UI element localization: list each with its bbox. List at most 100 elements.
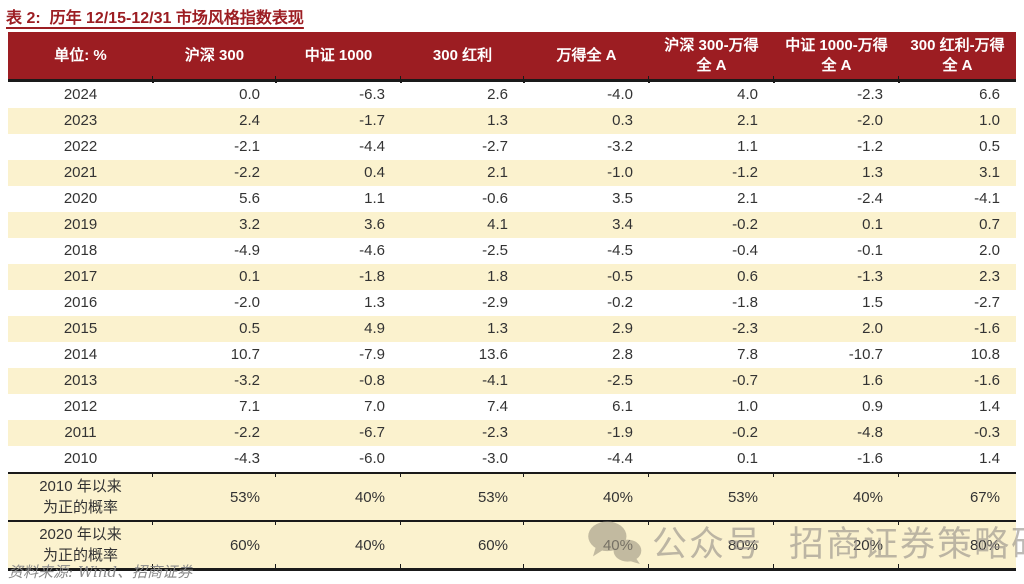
value-cell: -2.1	[234, 138, 260, 155]
summary-label-cell: 2020 年以来 为正的概率	[8, 520, 153, 571]
summary-value-cell: 40%	[276, 520, 401, 571]
value-cell: 13.6	[478, 346, 508, 363]
value-cell: -0.8	[276, 368, 401, 394]
row-year-cell: 2024	[63, 86, 98, 103]
value-cell: 1.1	[364, 190, 385, 207]
style-index-table: 单位: % 沪深 300 中证 1000 300 红利 万得全 A 沪深 300…	[8, 32, 1016, 571]
value-cell: 0.7	[899, 212, 1016, 238]
value-cell: -7.9	[359, 346, 385, 363]
value-cell: -6.7	[276, 420, 401, 446]
summary-value-cell: 60%	[401, 520, 524, 571]
value-cell: -4.5	[607, 242, 633, 259]
value-cell: -2.9	[482, 294, 508, 311]
table-row: 2016 -2.0 1.3 -2.9 -0.2 -1.8 1.5 -2.7	[8, 290, 1016, 316]
value-cell: -2.2	[153, 420, 276, 446]
value-cell: -2.0	[774, 108, 899, 134]
value-cell: 7.4	[487, 398, 508, 415]
table-row: 2023 2.4 -1.7 1.3 0.3 2.1 -2.0 1.0	[8, 108, 1016, 134]
row-year-cell: 2012	[63, 398, 98, 415]
value-cell: -4.1	[974, 190, 1000, 207]
value-cell: -4.3	[234, 450, 260, 467]
value-cell: 1.8	[401, 264, 524, 290]
value-cell: -4.4	[359, 138, 385, 155]
table-row: 2011 -2.2 -6.7 -2.3 -1.9 -0.2 -4.8 -0.3	[8, 420, 1016, 446]
header-unit-label: 单位: %	[8, 32, 154, 83]
header-col-zz1000-minus-windall: 中证 1000-万得全 A	[774, 32, 900, 83]
header-col-hs300: 沪深 300	[153, 32, 277, 83]
value-cell: 7.0	[364, 398, 385, 415]
table-row: 2013 -3.2 -0.8 -4.1 -2.5 -0.7 1.6 -1.6	[8, 368, 1016, 394]
value-cell: 0.0	[239, 86, 260, 103]
value-cell: -1.8	[276, 264, 401, 290]
row-year-cell: 2011	[8, 420, 153, 446]
value-cell: 3.6	[276, 212, 401, 238]
value-cell: 10.7	[230, 346, 260, 363]
value-cell: -3.0	[482, 450, 508, 467]
value-cell: 4.0	[737, 86, 758, 103]
source-note: 资料来源: Wind、招商证券	[8, 563, 193, 581]
summary-value-cell: 40%	[276, 472, 401, 521]
value-cell: 3.2	[153, 212, 276, 238]
value-cell: -10.7	[848, 346, 883, 363]
value-cell: -0.2	[649, 420, 774, 446]
summary-value-cell: 80%	[649, 520, 774, 571]
row-year-cell: 2013	[8, 368, 153, 394]
table-header: 单位: % 沪深 300 中证 1000 300 红利 万得全 A 沪深 300…	[8, 32, 1016, 83]
summary-row: 2010 年以来 为正的概率 53% 40% 53% 40% 53% 40% 67%	[8, 472, 1016, 521]
header-col-zz1000: 中证 1000	[276, 32, 402, 83]
value-cell: -4.4	[607, 450, 633, 467]
value-cell: -1.0	[524, 160, 649, 186]
value-cell: 1.0	[899, 108, 1016, 134]
value-cell: -2.5	[482, 242, 508, 259]
value-cell: 2.1	[737, 190, 758, 207]
value-cell: -1.9	[524, 420, 649, 446]
value-cell: -0.5	[524, 264, 649, 290]
value-cell: -0.6	[482, 190, 508, 207]
value-cell: -0.2	[649, 212, 774, 238]
value-cell: -0.2	[607, 294, 633, 311]
value-cell: 1.6	[774, 368, 899, 394]
value-cell: -4.1	[401, 368, 524, 394]
row-year-cell: 2018	[63, 242, 98, 259]
value-cell: 2.1	[649, 108, 774, 134]
summary-value-cell: 60%	[153, 520, 276, 571]
value-cell: -4.0	[607, 86, 633, 103]
value-cell: 5.6	[239, 190, 260, 207]
value-cell: 1.3	[401, 316, 524, 342]
row-year-cell: 2016	[63, 294, 98, 311]
value-cell: -1.6	[899, 368, 1016, 394]
value-cell: 0.5	[153, 316, 276, 342]
value-cell: 1.0	[737, 398, 758, 415]
value-cell: -2.3	[401, 420, 524, 446]
summary-label-cell: 2010 年以来 为正的概率	[8, 472, 153, 521]
header-col-300dividend: 300 红利	[401, 32, 525, 83]
summary-value-cell: 40%	[524, 472, 649, 521]
value-cell: 3.4	[524, 212, 649, 238]
summary-value-cell: 80%	[899, 520, 1016, 571]
summary-row: 2020 年以来 为正的概率 60% 40% 60% 40% 80% 20% 80%	[8, 520, 1016, 571]
table-body: 2024 0.0 -6.3 2.6 -4.0 4.0 -2.3 6.6 2023 2.4 -1.7 1…	[8, 81, 1016, 571]
summary-value-cell: 20%	[774, 520, 899, 571]
value-cell: 3.5	[612, 190, 633, 207]
value-cell: -1.7	[276, 108, 401, 134]
value-cell: 1.5	[862, 294, 883, 311]
row-year-cell: 2019	[8, 212, 153, 238]
value-cell: 0.9	[862, 398, 883, 415]
value-cell: 0.1	[737, 450, 758, 467]
row-year-cell: 2017	[8, 264, 153, 290]
value-cell: 10.8	[970, 346, 1000, 363]
value-cell: 6.6	[979, 86, 1000, 103]
table-row: 2022 -2.1 -4.4 -2.7 -3.2 1.1 -1.2 0.5	[8, 134, 1016, 160]
value-cell: 1.4	[979, 398, 1000, 415]
value-cell: 3.1	[899, 160, 1016, 186]
value-cell: -2.7	[974, 294, 1000, 311]
value-cell: 7.8	[737, 346, 758, 363]
value-cell: 0.5	[979, 138, 1000, 155]
value-cell: 1.3	[364, 294, 385, 311]
value-cell: -2.0	[234, 294, 260, 311]
row-year-cell: 2022	[63, 138, 98, 155]
header-row: 单位: % 沪深 300 中证 1000 300 红利 万得全 A 沪深 300…	[8, 32, 1016, 83]
table-row: 2019 3.2 3.6 4.1 3.4 -0.2 0.1 0.7	[8, 212, 1016, 238]
table-row: 2021 -2.2 0.4 2.1 -1.0 -1.2 1.3 3.1	[8, 160, 1016, 186]
